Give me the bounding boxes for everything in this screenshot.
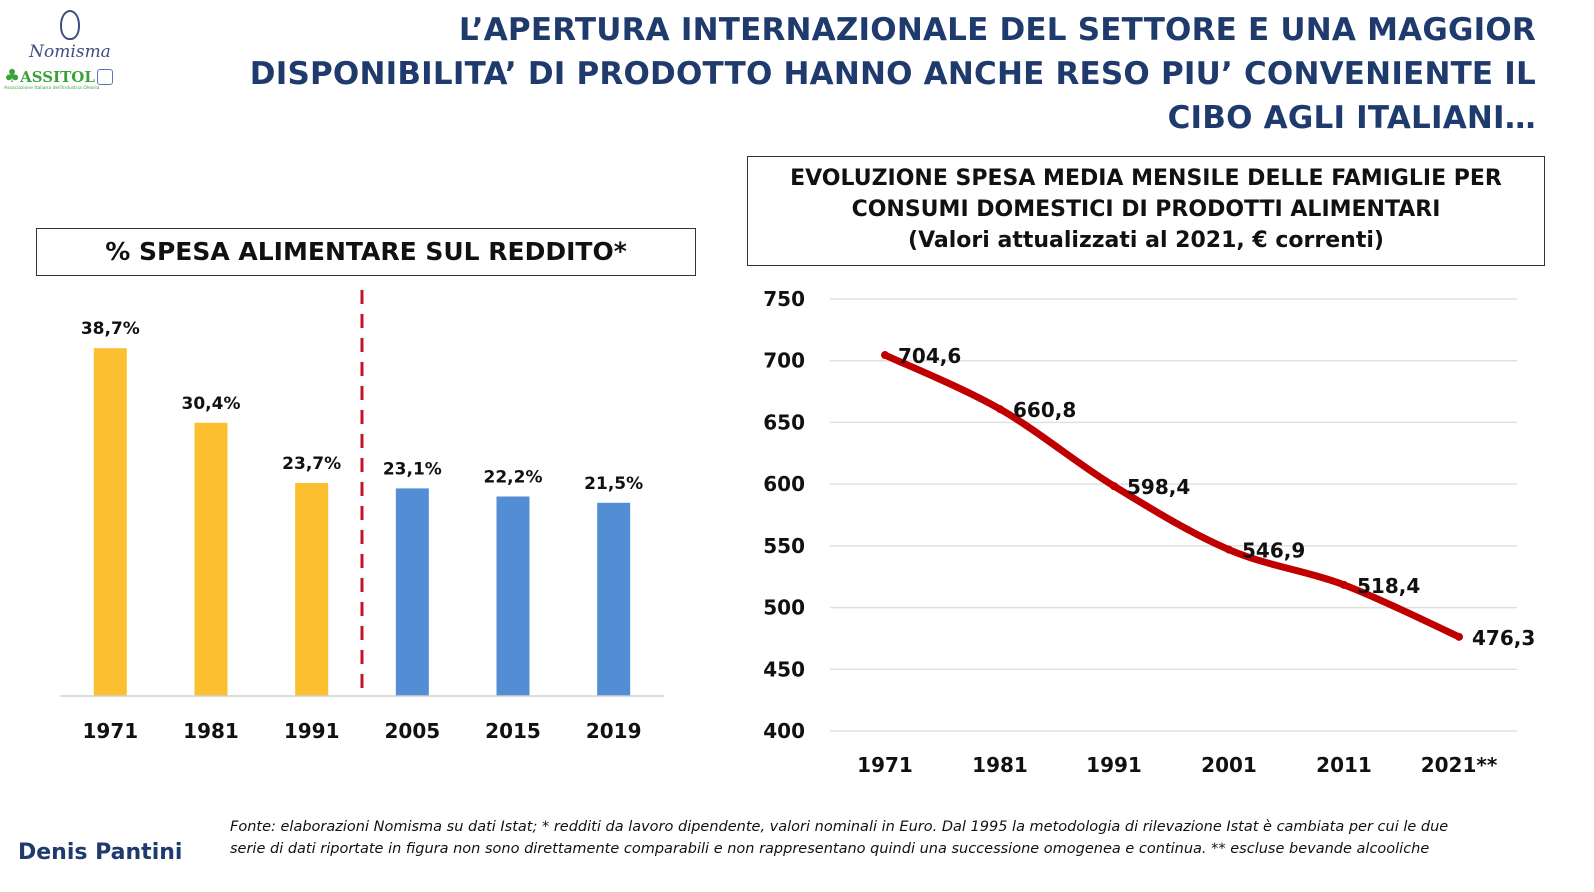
tree-icon: ♣ xyxy=(4,66,21,87)
bar-value-label: 23,7% xyxy=(282,454,341,474)
x-tick-label: 1991 xyxy=(1086,753,1142,777)
y-tick-label: 750 xyxy=(763,287,805,311)
data-label: 546,9 xyxy=(1242,539,1305,563)
x-tick-label: 2019 xyxy=(586,719,642,743)
y-tick-label: 400 xyxy=(763,719,805,743)
assitol-logo: ♣ ASSITOL Associazione Italiana dell'Ind… xyxy=(4,68,129,91)
data-point-2001 xyxy=(1225,545,1233,554)
x-tick-label: 2015 xyxy=(485,719,541,743)
x-tick-label: 2005 xyxy=(384,719,440,743)
source-note-line-1: Fonte: elaborazioni Nomisma su dati Ista… xyxy=(230,819,1449,835)
assitol-wordmark: ASSITOL xyxy=(20,68,95,86)
page-title-line-1: L’APERTURA INTERNAZIONALE DEL SETTORE E … xyxy=(458,12,1536,48)
data-point-1971 xyxy=(881,351,889,360)
bar-value-label: 38,7% xyxy=(81,319,140,339)
bar-value-label: 21,5% xyxy=(584,474,643,494)
line-chart: 400 450 500 550 600 650 700 750 704,6 1971 660,8 19… xyxy=(763,287,1535,777)
bar-value-label: 22,2% xyxy=(484,467,543,487)
x-tick-label: 1981 xyxy=(183,719,239,743)
bar-chart-title: % SPESA ALIMENTARE SUL REDDITO* xyxy=(36,228,696,276)
y-tick-label: 700 xyxy=(763,349,805,373)
nomisma-emblem-icon xyxy=(60,10,80,40)
x-tick-label: 1981 xyxy=(972,753,1028,777)
confindustria-icon xyxy=(96,69,113,85)
line-chart-title-text: EVOLUZIONE SPESA MEDIA MENSILE DELLE FAM… xyxy=(790,166,1502,222)
x-tick-label: 1991 xyxy=(284,719,340,743)
bar-value-label: 23,1% xyxy=(383,459,442,479)
bar-2015 xyxy=(496,496,530,696)
data-point-1991 xyxy=(1110,482,1118,491)
data-label: 598,4 xyxy=(1127,475,1190,499)
x-tick-label: 2011 xyxy=(1316,753,1372,777)
page-title: L’APERTURA INTERNAZIONALE DEL SETTORE E … xyxy=(156,8,1536,140)
y-tick-label: 500 xyxy=(763,596,805,620)
nomisma-wordmark: Nomisma xyxy=(29,42,111,62)
y-tick-label: 550 xyxy=(763,534,805,558)
data-point-1981 xyxy=(996,405,1004,414)
y-tick-label: 600 xyxy=(763,472,805,496)
source-note: Fonte: elaborazioni Nomisma su dati Ista… xyxy=(230,816,1560,860)
bar-2005 xyxy=(395,488,429,696)
bar-1981 xyxy=(194,422,228,696)
author-name: Denis Pantini xyxy=(18,840,183,865)
line-chart-title: EVOLUZIONE SPESA MEDIA MENSILE DELLE FAM… xyxy=(747,156,1545,266)
data-label: 518,4 xyxy=(1357,574,1420,598)
bar-value-label: 30,4% xyxy=(182,394,241,414)
page-title-line-2: DISPONIBILITA’ DI PRODOTTO HANNO ANCHE R… xyxy=(249,56,1536,92)
data-label: 476,3 xyxy=(1472,626,1535,650)
source-note-line-2: serie di dati riportate in figura non so… xyxy=(230,841,1430,857)
x-tick-label: 2021** xyxy=(1421,753,1498,777)
page-title-line-3: CIBO AGLI ITALIANI… xyxy=(1167,100,1536,136)
y-tick-label: 450 xyxy=(763,657,805,681)
x-tick-label: 2001 xyxy=(1201,753,1257,777)
data-label: 660,8 xyxy=(1013,398,1076,422)
bar-1971 xyxy=(93,348,127,696)
y-tick-label: 650 xyxy=(763,410,805,434)
data-point-2021** xyxy=(1455,632,1463,641)
assitol-subtitle: Associazione Italiana dell'Industria Ole… xyxy=(4,86,100,91)
bar-1991 xyxy=(295,483,329,696)
data-label: 704,6 xyxy=(898,344,961,368)
x-tick-label: 1971 xyxy=(82,719,138,743)
x-tick-label: 1971 xyxy=(857,753,913,777)
bar-chart: 38,7% 1971 30,4% 1981 23,7% 1991 23,1% 2005 22,2… xyxy=(60,290,664,743)
nomisma-logo: Nomisma xyxy=(10,10,130,62)
series-line xyxy=(881,351,1463,641)
line-chart-subtitle: (Valori attualizzati al 2021, € correnti… xyxy=(908,228,1384,253)
data-point-2011 xyxy=(1340,580,1348,589)
bar-2019 xyxy=(597,502,631,696)
